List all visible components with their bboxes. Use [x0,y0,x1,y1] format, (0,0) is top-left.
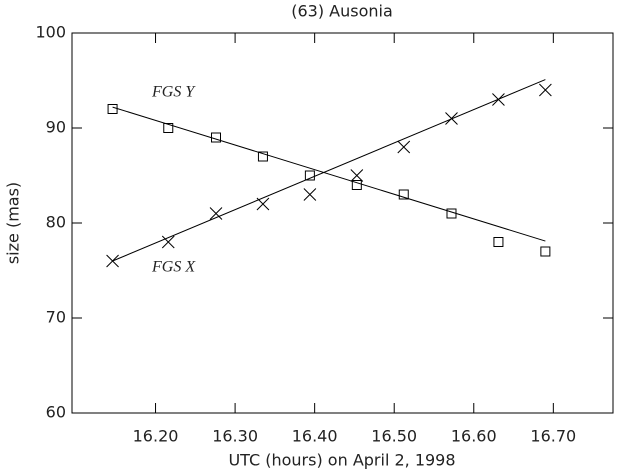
x-tick-label: 16.70 [530,427,576,446]
x-marker [539,83,552,97]
square-marker [351,180,362,190]
y-tick-label: 70 [46,308,66,327]
square-marker [163,123,174,133]
y-tick-label: 90 [46,118,66,137]
x-marker [303,188,317,201]
square-marker [304,170,315,181]
square-marker [540,246,551,257]
x-marker [397,140,411,154]
x-marker [161,235,175,249]
square-marker [446,208,457,219]
x-tick-label: 16.40 [292,427,338,446]
square-marker [211,132,222,143]
square-marker [493,237,504,247]
y-axis-label: size (mas) [4,182,23,264]
x-axis-label: UTC (hours) on April 2, 1998 [228,451,455,470]
x-marker [209,207,223,220]
x-tick-label: 16.20 [133,427,179,446]
series-label: FGS X [151,259,196,276]
series-label: FGS Y [151,84,196,101]
x-tick-label: 16.60 [451,427,497,446]
square-marker [398,189,409,200]
square-marker [257,151,268,162]
chart-title: (63) Ausonia [291,2,393,21]
x-tick-label: 16.50 [371,427,417,446]
y-tick-label: 60 [46,403,66,422]
fit-line [112,79,546,262]
x-tick-label: 16.30 [212,427,258,446]
y-tick-label: 100 [35,23,66,42]
fit-line [112,106,546,242]
square-marker [107,104,118,114]
y-tick-label: 80 [46,213,66,232]
x-marker [350,169,364,182]
